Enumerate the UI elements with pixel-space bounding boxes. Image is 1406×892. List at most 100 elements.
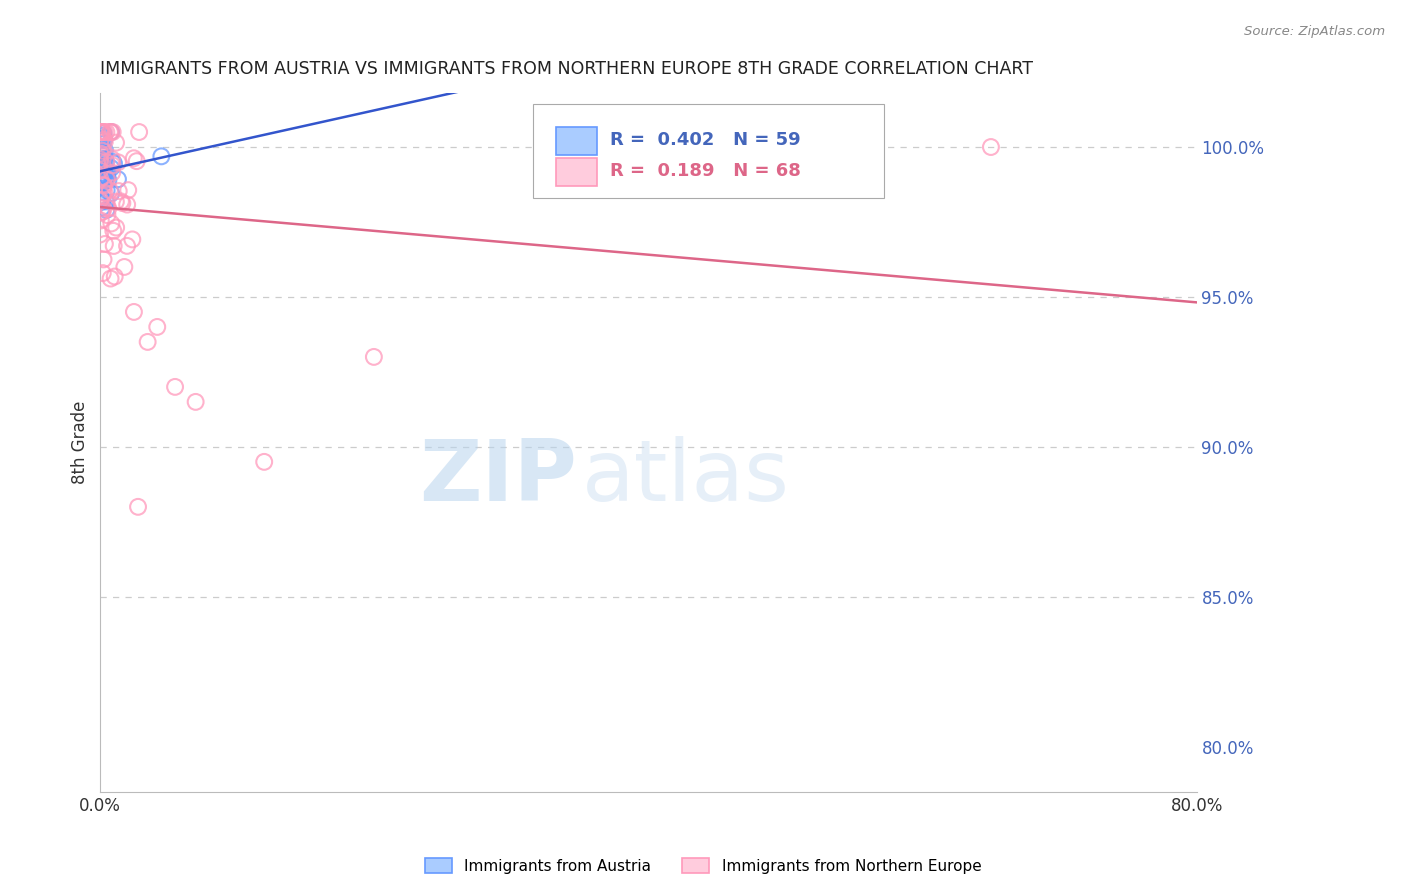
Point [122,305,145,319]
Point [91,189,114,203]
Point [93,161,115,175]
FancyBboxPatch shape [533,103,884,198]
Point [89,125,111,139]
Point [89,227,111,242]
Point [91,125,114,139]
Point [96,164,118,178]
Point [91,266,114,280]
Point [90,205,112,219]
Point [90,167,112,181]
Y-axis label: 8th Grade: 8th Grade [72,401,89,484]
Point [90,169,112,184]
Point [105,220,128,235]
Point [100,125,122,139]
Point [121,232,143,246]
Point [91,170,114,185]
Point [104,269,127,284]
Text: Source: ZipAtlas.com: Source: ZipAtlas.com [1244,25,1385,38]
Point [93,178,115,193]
Point [363,350,385,364]
Point [93,133,115,147]
Point [93,126,115,140]
Point [101,166,124,180]
Point [91,156,114,170]
Point [98,125,121,139]
Point [91,161,114,175]
Point [165,380,187,394]
Point [93,131,115,145]
Point [103,239,125,253]
Point [89,153,111,167]
Point [89,125,111,139]
Point [91,165,114,179]
Point [105,136,128,150]
Point [94,194,117,209]
Point [91,194,114,208]
Point [93,125,115,139]
Text: ZIP: ZIP [419,436,576,519]
Point [89,169,111,183]
Point [117,183,139,197]
FancyBboxPatch shape [555,128,596,155]
Point [91,148,114,162]
Point [90,137,112,152]
Point [122,151,145,165]
Point [91,152,114,166]
Point [91,170,114,185]
Point [96,169,118,184]
Point [94,237,117,252]
Point [94,171,117,186]
Point [91,178,114,192]
Point [90,193,112,207]
Point [94,173,117,187]
Point [89,191,111,205]
Point [101,154,124,169]
Point [107,155,129,169]
Point [100,186,122,201]
Point [100,125,122,139]
Point [91,202,114,216]
Point [91,153,114,168]
Point [90,177,112,191]
Point [90,177,112,191]
Point [91,144,114,158]
Point [980,140,1002,154]
Point [94,152,117,166]
Point [90,125,112,139]
Point [91,163,114,178]
Point [101,153,124,167]
Text: R =  0.402   N = 59: R = 0.402 N = 59 [610,131,800,149]
Legend: Immigrants from Austria, Immigrants from Northern Europe: Immigrants from Austria, Immigrants from… [419,852,987,880]
Point [184,395,207,409]
Point [103,156,125,170]
Point [93,133,115,147]
Point [96,125,118,139]
Point [89,193,111,207]
Point [98,183,121,197]
Point [115,239,138,253]
Point [89,133,111,147]
Point [96,183,118,197]
Point [127,500,149,514]
Point [97,202,120,216]
Point [89,172,111,186]
Point [111,196,134,211]
Point [253,455,276,469]
Point [89,195,111,210]
Point [90,213,112,227]
Text: R =  0.189   N = 68: R = 0.189 N = 68 [610,161,800,179]
Point [90,153,112,168]
Point [112,260,135,274]
Point [93,186,115,200]
Point [96,172,118,186]
Point [100,271,122,285]
Point [128,125,150,139]
Point [94,135,117,149]
Point [97,173,120,187]
Point [125,154,148,169]
Point [89,146,111,161]
Point [150,149,173,163]
Point [91,144,114,158]
Point [90,201,112,215]
Point [136,334,159,349]
